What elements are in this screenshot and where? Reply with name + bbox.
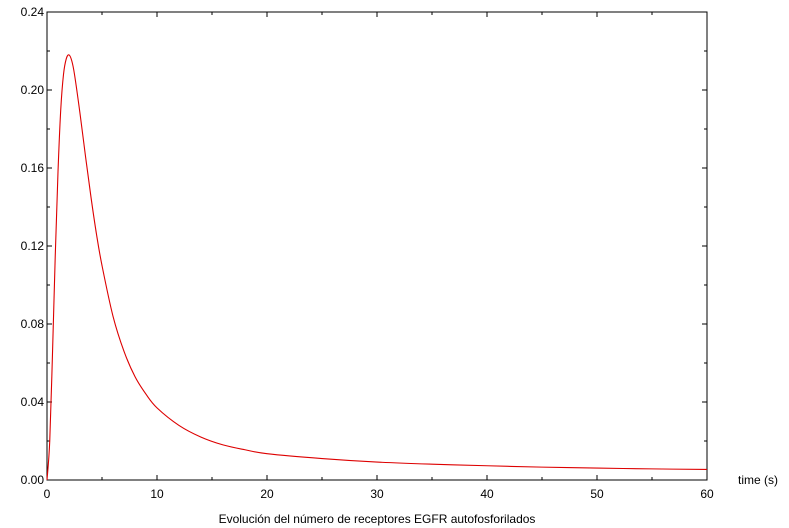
x-tick-label: 0	[44, 487, 51, 501]
x-axis: 0 10 20 30 40 50 60	[44, 12, 714, 501]
y-tick-label: 0.24	[21, 5, 45, 19]
series-layer	[46, 54, 708, 481]
x-tick-label: 50	[590, 487, 604, 501]
y-tick-label: 0.12	[21, 239, 45, 253]
plot-frame	[46, 11, 708, 481]
x-tick-label: 60	[700, 487, 714, 501]
x-tick-label: 40	[480, 487, 494, 501]
x-tick-label: 30	[370, 487, 384, 501]
x-tick-label: 20	[260, 487, 274, 501]
y-tick-label: 0.00	[21, 473, 45, 487]
y-tick-label: 0.08	[21, 317, 45, 331]
y-tick-label: 0.16	[21, 161, 45, 175]
y-tick-label: 0.20	[21, 83, 45, 97]
y-axis: 0.00 0.04 0.08 0.12 0.16 0.20 0.24	[21, 5, 707, 487]
chart-caption: Evolución del número de receptores EGFR …	[219, 512, 536, 526]
x-axis-label: time (s)	[738, 473, 778, 487]
x-tick-label: 10	[150, 487, 164, 501]
y-tick-label: 0.04	[21, 395, 45, 409]
series-line	[46, 54, 708, 481]
